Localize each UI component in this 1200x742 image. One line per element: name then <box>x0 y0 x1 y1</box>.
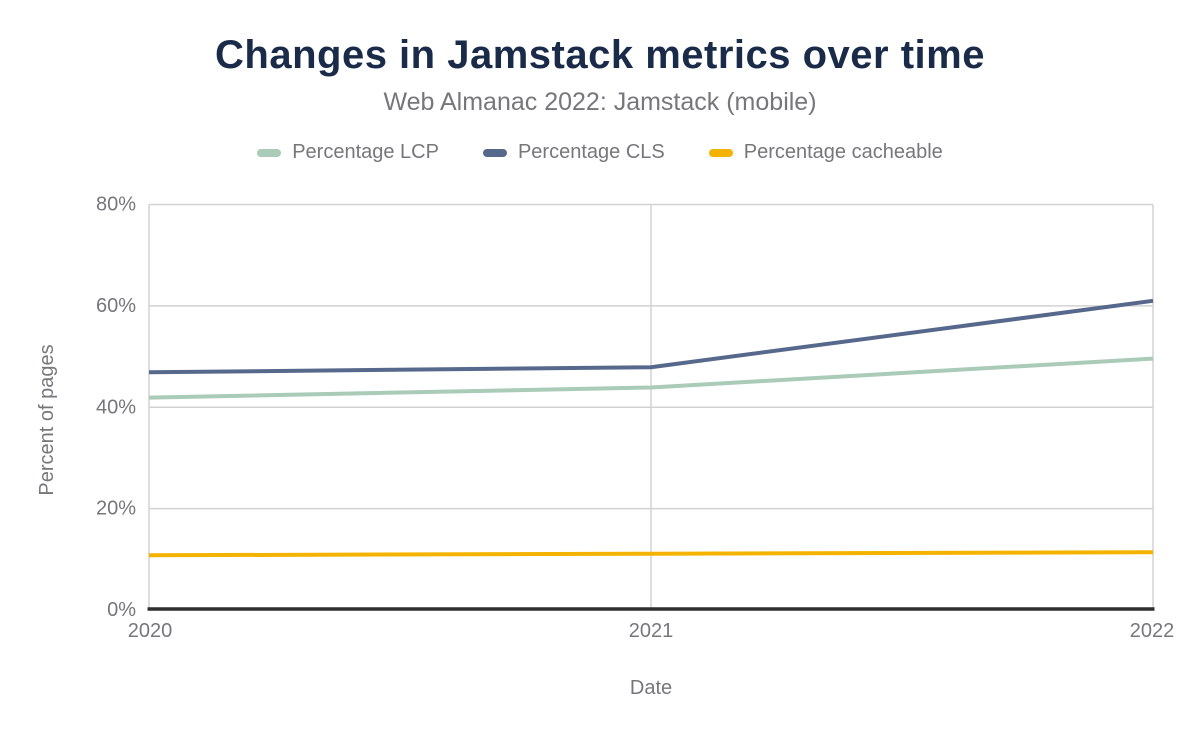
y-tick-20: 20% <box>96 498 136 520</box>
legend-label-lcp: Percentage LCP <box>292 141 439 163</box>
x-tick-2021: 2021 <box>629 620 674 642</box>
legend-swatch-lcp-icon <box>257 148 282 157</box>
legend-item-percentage-cacheable: Percentage cacheable <box>708 141 943 164</box>
series-line-percentage-lcp <box>148 356 1154 400</box>
legend-item-percentage-lcp: Percentage LCP <box>257 141 439 164</box>
chart-subtitle: Web Almanac 2022: Jamstack (mobile) <box>383 88 817 116</box>
y-tick-40: 40% <box>96 397 136 419</box>
legend-item-percentage-cls: Percentage CLS <box>482 141 665 164</box>
legend-swatch-cacheable-icon <box>708 148 733 157</box>
x-tick-2020: 2020 <box>128 620 173 642</box>
y-tick-0: 0% <box>107 599 136 621</box>
series-line-percentage-cacheable <box>148 550 1154 558</box>
y-axis-title: Percent of pages <box>36 344 58 495</box>
legend-swatch-cls-icon <box>482 148 507 157</box>
legend-label-cacheable: Percentage cacheable <box>743 141 943 163</box>
series-line-percentage-cls <box>148 298 1154 375</box>
legend-label-cls: Percentage CLS <box>517 141 665 163</box>
y-tick-80: 80% <box>96 194 136 216</box>
series-lines <box>148 298 1154 558</box>
y-tick-60: 60% <box>96 295 136 317</box>
x-tick-2022: 2022 <box>1130 620 1175 642</box>
chart-title: Changes in Jamstack metrics over time <box>215 33 985 77</box>
legend: Percentage LCP Percentage CLS Percentage… <box>0 141 1200 164</box>
x-axis-title: Date <box>630 677 672 699</box>
